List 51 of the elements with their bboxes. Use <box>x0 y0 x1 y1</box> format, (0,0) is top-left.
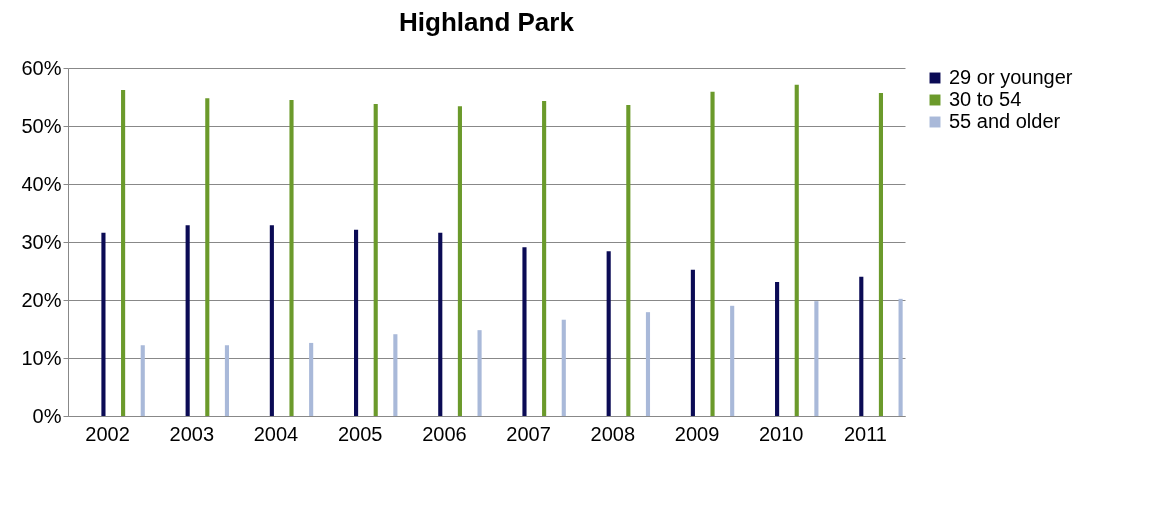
bar <box>730 305 735 416</box>
bar <box>710 91 715 416</box>
y-tick-label: 60% <box>21 56 62 79</box>
bar <box>542 101 547 416</box>
y-tick-label: 20% <box>21 288 62 311</box>
legend-label: 29 or younger <box>949 66 1073 88</box>
x-tick-label: 2009 <box>674 422 720 445</box>
bar <box>561 319 566 416</box>
bar <box>878 92 884 416</box>
bar <box>140 345 145 416</box>
x-tick-label: 2011 <box>843 422 887 445</box>
y-tick-label: 0% <box>32 404 62 427</box>
y-tick-label: 30% <box>21 230 62 253</box>
x-tick-label: 2003 <box>169 422 215 445</box>
bar <box>354 229 359 416</box>
x-tick-label: 2007 <box>506 422 551 445</box>
bar <box>859 276 864 416</box>
bar <box>185 225 190 416</box>
bar <box>101 232 106 416</box>
bar <box>205 98 210 416</box>
bar <box>626 105 631 416</box>
x-tick-label: 2002 <box>85 422 130 445</box>
bar <box>373 103 378 416</box>
bar <box>224 345 230 416</box>
x-tick-label: 2010 <box>758 422 804 445</box>
bar <box>522 247 527 416</box>
x-tick-label: 2008 <box>590 422 636 445</box>
chart-title: Highland Park <box>399 7 575 37</box>
bar <box>814 301 819 416</box>
bar <box>393 334 398 416</box>
y-tick-label: 10% <box>21 346 62 369</box>
legend-label: 30 to 54 <box>949 88 1022 110</box>
x-tick-label: 2005 <box>337 422 383 445</box>
bar <box>898 298 903 416</box>
bar <box>477 330 482 416</box>
bar <box>457 106 462 416</box>
bar <box>289 99 294 416</box>
legend-label: 55 and older <box>949 110 1061 132</box>
bar <box>309 342 314 416</box>
bar <box>121 90 126 416</box>
bar <box>645 312 651 416</box>
bar <box>269 225 274 416</box>
y-tick-label: 50% <box>21 114 62 137</box>
y-tick-label: 40% <box>21 172 62 195</box>
bar <box>438 232 443 416</box>
bar <box>794 84 799 416</box>
bar <box>606 251 611 416</box>
x-tick-label: 2006 <box>422 422 467 445</box>
bar <box>775 282 780 416</box>
bar <box>690 269 695 416</box>
x-tick-label: 2004 <box>253 422 299 445</box>
